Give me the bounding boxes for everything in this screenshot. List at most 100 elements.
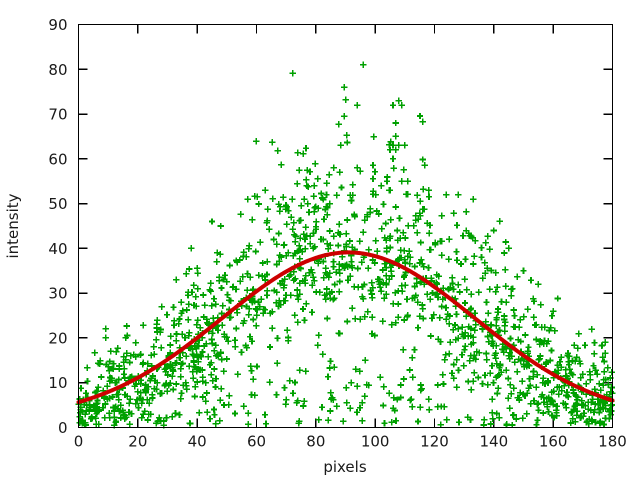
scatter-point (257, 238, 264, 246)
scatter-point (386, 146, 394, 154)
scatter-point (250, 376, 257, 383)
scatter-point (330, 164, 337, 171)
scatter-point (553, 409, 560, 416)
scatter-point (224, 338, 232, 345)
scatter-point (120, 371, 128, 378)
scatter-point (304, 200, 311, 208)
scatter-point (245, 242, 253, 249)
scatter-point (206, 415, 214, 422)
scatter-point (296, 291, 304, 298)
scatter-point (283, 252, 290, 259)
scatter-point (446, 320, 453, 327)
scatter-point (252, 138, 260, 145)
scatter-point (139, 410, 147, 418)
scatter-point (527, 382, 534, 389)
scatter-point (418, 301, 426, 309)
scatter-point (548, 388, 555, 396)
scatter-point (378, 225, 386, 232)
scatter-point (154, 317, 161, 324)
scatter-point (583, 380, 590, 387)
scatter-point (120, 365, 128, 373)
scatter-point (370, 133, 377, 140)
scatter-point (455, 191, 462, 198)
scatter-point (182, 270, 190, 277)
scatter-point (520, 363, 528, 370)
scatter-point (493, 374, 500, 381)
scatter-point (277, 280, 284, 287)
scatter-point (341, 264, 348, 272)
scatter-point (485, 310, 492, 317)
scatter-point (534, 417, 541, 424)
scatter-point (193, 321, 200, 329)
scatter-point (333, 192, 341, 199)
scatter-point (128, 373, 135, 380)
scatter-point (271, 287, 278, 294)
x-tick-label: 120 (420, 433, 449, 451)
scatter-point (543, 358, 550, 366)
scatter-point (259, 272, 266, 280)
scatter-point (212, 420, 219, 427)
scatter-point (251, 193, 259, 200)
scatter-point (556, 383, 563, 391)
scatter-point (301, 398, 308, 405)
scatter-point (336, 221, 343, 228)
scatter-point (175, 320, 182, 327)
scatter-point (536, 355, 544, 363)
scatter-point (269, 195, 276, 202)
scatter-point (586, 368, 593, 376)
scatter-point (319, 351, 327, 358)
scatter-point (330, 296, 337, 303)
scatter-point (185, 288, 192, 296)
scatter-point (427, 295, 434, 303)
scatter-point (274, 147, 281, 154)
scatter-point (192, 293, 200, 300)
scatter-point (608, 368, 615, 376)
scatter-point (227, 314, 234, 321)
scatter-point (561, 400, 569, 408)
scatter-point (588, 326, 595, 333)
scatter-point (481, 371, 489, 379)
scatter-point (406, 260, 413, 268)
scatter-point (121, 412, 128, 419)
scatter-point (294, 149, 301, 156)
scatter-point (103, 382, 111, 390)
scatter-point (320, 216, 328, 223)
scatter-point (396, 215, 403, 222)
scatter-point (492, 269, 500, 276)
scatter-point (303, 300, 310, 307)
scatter-point (596, 399, 604, 407)
scatter-point (406, 366, 414, 374)
scatter-point (527, 400, 535, 408)
scatter-point (599, 354, 606, 361)
scatter-point (147, 411, 154, 418)
scatter-point (359, 399, 366, 406)
scatter-point (290, 277, 298, 284)
scatter-point (269, 139, 276, 146)
scatter-point (207, 288, 214, 295)
scatter-point (219, 302, 226, 310)
scatter-point (519, 414, 527, 422)
scatter-point (442, 351, 449, 359)
scatter-point (325, 417, 332, 424)
scatter-point (584, 406, 592, 413)
scatter-point (323, 240, 331, 247)
scatter-point (529, 368, 537, 376)
scatter-point (299, 150, 307, 157)
scatter-point (353, 408, 361, 416)
scatter-point (312, 160, 319, 167)
scatter-point (591, 339, 598, 346)
scatter-point (533, 401, 541, 408)
scatter-point (210, 295, 218, 302)
scatter-point (485, 338, 492, 345)
scatter-point (216, 251, 224, 258)
scatter-point (284, 327, 291, 334)
scatter-point (289, 252, 297, 259)
scatter-point (245, 420, 252, 428)
scatter-point (312, 226, 320, 233)
scatter-point (124, 332, 131, 339)
scatter-point (471, 352, 478, 359)
scatter-point (448, 274, 456, 281)
scatter-point (389, 300, 397, 307)
scatter-point (510, 306, 518, 314)
scatter-point (349, 192, 356, 199)
